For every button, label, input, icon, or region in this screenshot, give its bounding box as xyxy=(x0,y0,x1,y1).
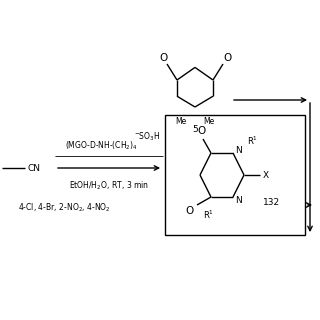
Text: $\mathdefault{R}^1$: $\mathdefault{R}^1$ xyxy=(247,135,258,147)
Text: 4-Cl, 4-Br, 2-NO$_2$, 4-NO$_2$: 4-Cl, 4-Br, 2-NO$_2$, 4-NO$_2$ xyxy=(18,202,111,214)
Text: EtOH/H$_2$O, RT, 3 min: EtOH/H$_2$O, RT, 3 min xyxy=(69,180,149,192)
Text: 132: 132 xyxy=(263,197,281,206)
Text: O: O xyxy=(160,53,168,63)
Text: X: X xyxy=(263,171,269,180)
Text: N: N xyxy=(235,146,242,155)
Text: 5: 5 xyxy=(192,124,198,133)
Text: N: N xyxy=(235,196,242,204)
Text: O: O xyxy=(223,53,231,63)
Text: CN: CN xyxy=(27,164,40,172)
Text: (MGO-D-NH-(CH$_2$)$_4$: (MGO-D-NH-(CH$_2$)$_4$ xyxy=(65,140,137,152)
Text: $^{-}$SO$_3$H: $^{-}$SO$_3$H xyxy=(134,131,160,143)
Bar xyxy=(165,115,305,235)
Text: O: O xyxy=(185,206,193,216)
Text: Me: Me xyxy=(204,116,215,125)
Text: Me: Me xyxy=(175,116,187,125)
Text: O: O xyxy=(197,126,205,136)
Text: $\mathdefault{R}^1$: $\mathdefault{R}^1$ xyxy=(204,209,214,221)
